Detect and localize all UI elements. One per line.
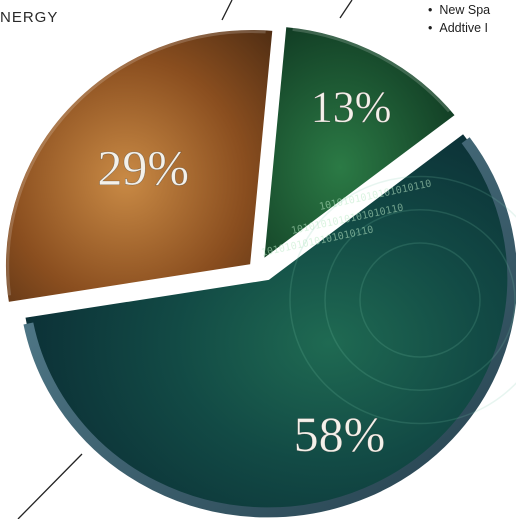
callout-leader-line [339,0,353,19]
callout-bullet-item: New Spa [428,1,490,19]
pie-slice-29 [2,26,277,307]
slice-rim [6,30,266,296]
slice-label-29: 29% [97,140,189,196]
slice-rim [292,27,451,113]
slice-label-58: 58% [294,406,386,462]
callout-bullet-list: New Spa Addtive I [428,1,490,37]
slice-rim [23,137,516,518]
circuit-ring-decoration [289,175,516,425]
slice-label-13: 13% [311,82,392,131]
pie-slice-13 [259,22,461,267]
callout-label-left: NERGY [0,9,59,26]
circuit-ring-decoration [359,242,481,358]
callout-bullet-item: Addtive I [428,19,490,37]
circuit-ring-decoration [324,209,516,391]
callout-leader-line [221,0,233,21]
callout-leader-line [17,453,83,520]
